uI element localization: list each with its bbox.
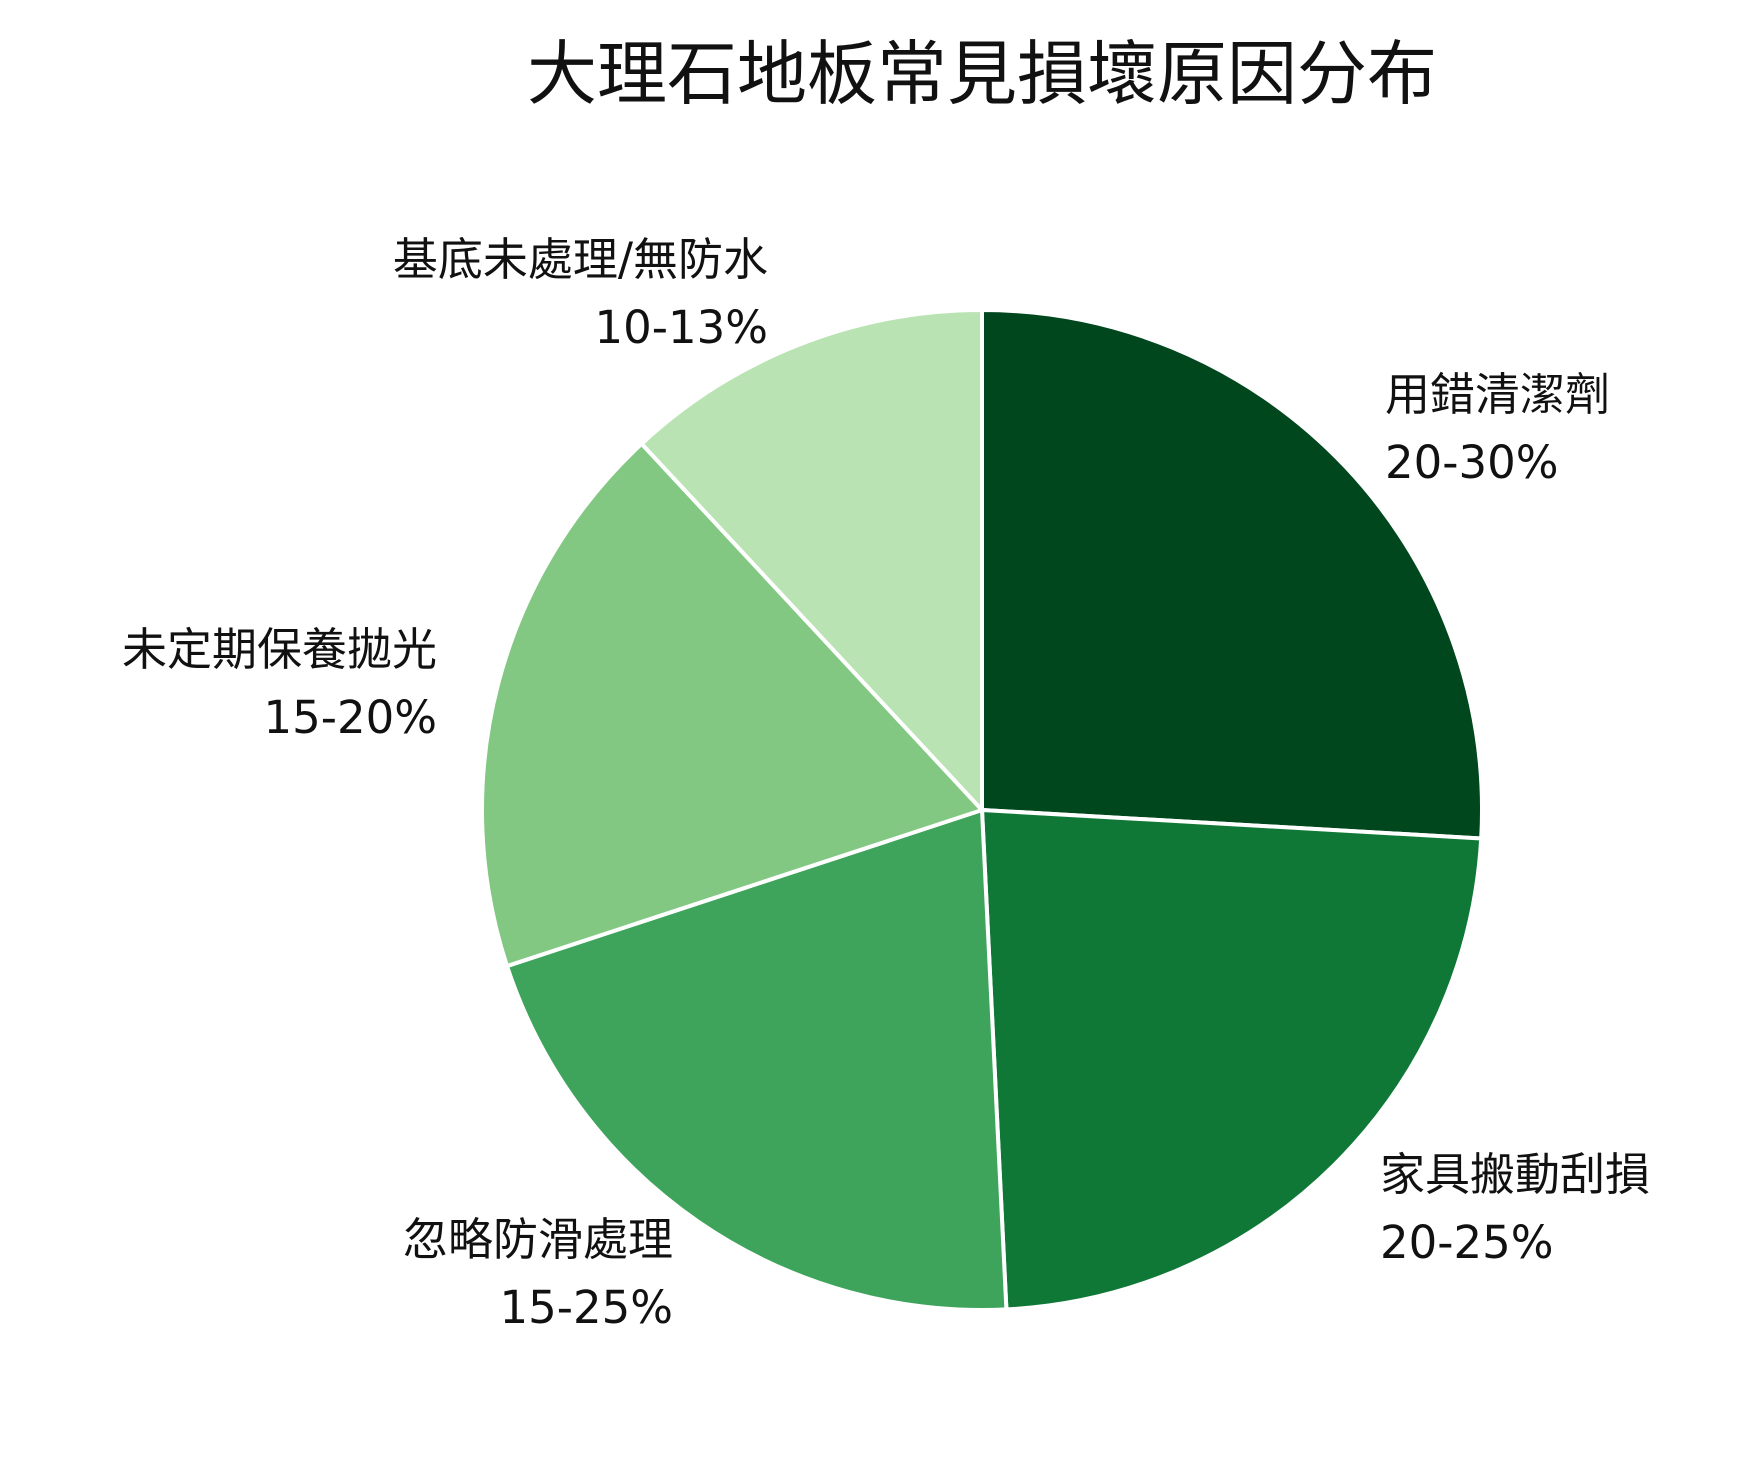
pie-slice [480,441,984,969]
slice-label: 用錯清潔劑 [1385,368,1610,421]
slice-value: 20-30% [1385,436,1559,489]
slice-value: 10-13% [594,301,768,354]
slice-label: 未定期保養拋光 [122,623,437,676]
slice-label: 家具搬動刮損 [1380,1148,1650,1201]
slice-label: 基底未處理/無防水 [393,233,768,286]
pie-labels: 用錯清潔劑 20-30% 家具搬動刮損 20-25% 忽略防滑處理 15-25% 未定期保養… [122,233,1650,1334]
pie-slice [639,308,984,812]
slice-value: 20-25% [1380,1216,1554,1269]
pie-slice [980,808,1484,1312]
pie-slices [480,308,1484,1312]
chart-title: 大理石地板常見損壞原因分布 [527,33,1437,115]
slice-value: 15-20% [263,691,437,744]
slice-label: 忽略防滑處理 [403,1213,673,1266]
pie-slice [980,308,1484,841]
pie-slice [504,808,1009,1312]
slice-value: 15-25% [499,1281,673,1334]
